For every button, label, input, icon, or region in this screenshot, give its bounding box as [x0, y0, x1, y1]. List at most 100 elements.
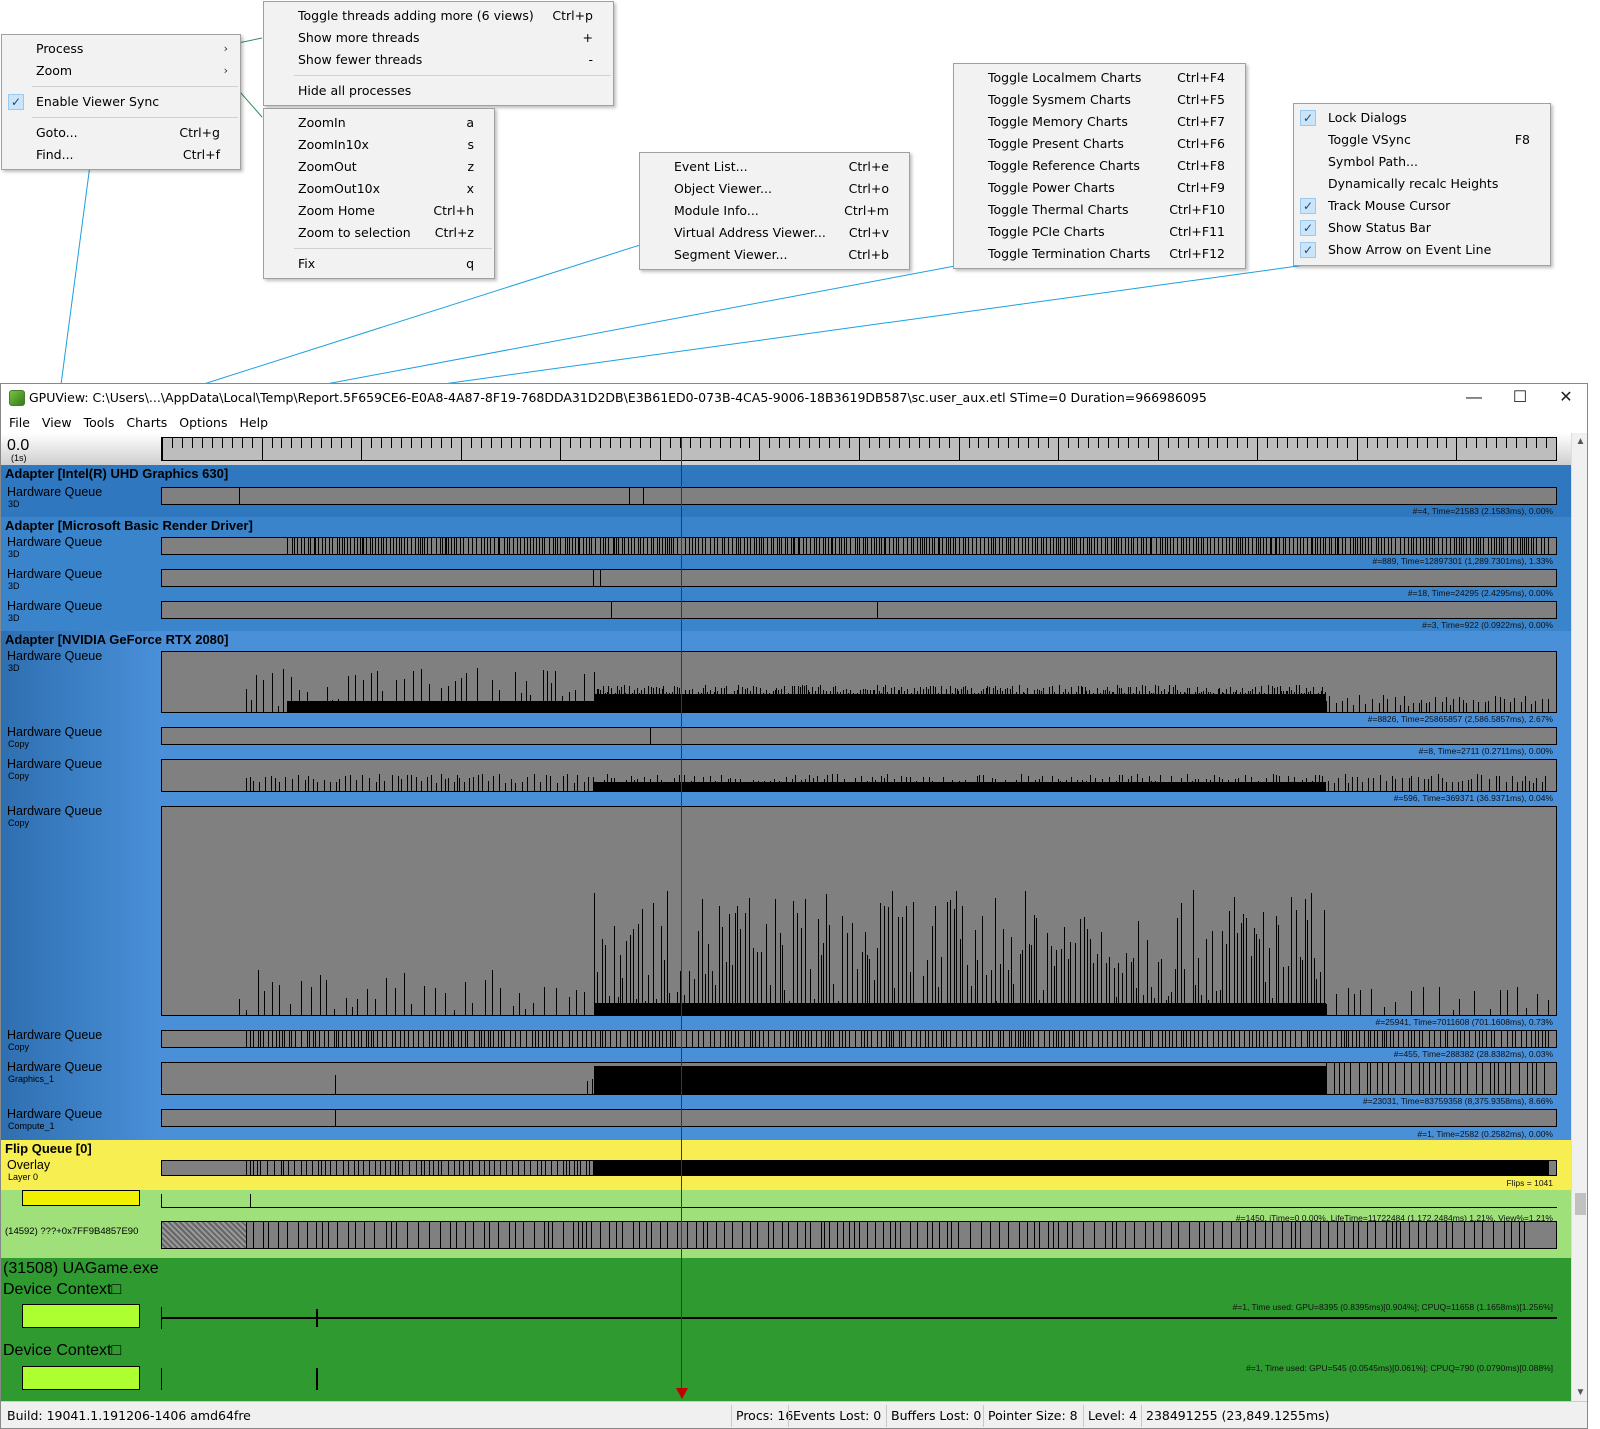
queue-track[interactable]: [161, 806, 1557, 1016]
event-mark: [463, 1161, 465, 1175]
timeline-view[interactable]: 0.0 (1s) Adapter [Intel(R) UHD Graphics …: [1, 433, 1571, 1401]
menu-item-module-info[interactable]: Module Info... Ctrl+m: [640, 200, 909, 222]
event-mark: [584, 673, 586, 712]
device-context-timeline[interactable]: [161, 1309, 1557, 1327]
thread-track[interactable]: [161, 1221, 1557, 1249]
menu-item-track-mouse-cursor[interactable]: ✓ Track Mouse Cursor: [1294, 195, 1550, 217]
event-mark: [859, 1222, 861, 1248]
queue-track[interactable]: [161, 1109, 1557, 1127]
scrollbar-thumb[interactable]: [1575, 1193, 1586, 1215]
event-mark: [1049, 1031, 1051, 1047]
ruler-tick: [1187, 438, 1189, 448]
menu-item-zoomout[interactable]: ZoomOut z: [264, 156, 494, 178]
menu-item-shortcut: Ctrl+m: [844, 203, 889, 218]
menu-item-label: Dynamically recalc Heights: [1328, 176, 1499, 191]
menu-item-zoom[interactable]: Zoom ›: [2, 60, 240, 82]
event-mark: [659, 1031, 661, 1047]
event-mark: [385, 1222, 387, 1248]
menu-item-event-list[interactable]: Event List... Ctrl+e: [640, 156, 909, 178]
queue-track[interactable]: [161, 601, 1557, 619]
event-mark: [1436, 1222, 1438, 1248]
menu-item-toggle-present-charts[interactable]: Toggle Present Charts Ctrl+F6: [954, 133, 1245, 155]
queue-type: Copy: [8, 739, 30, 749]
menu-item-toggle-reference-charts[interactable]: Toggle Reference Charts Ctrl+F8: [954, 155, 1245, 177]
menu-item-zoom-home[interactable]: Zoom Home Ctrl+h: [264, 200, 494, 222]
time-ruler[interactable]: 0.0 (1s): [1, 433, 1571, 465]
queue-track[interactable]: [161, 1030, 1557, 1048]
queue-track[interactable]: [161, 569, 1557, 587]
event-mark: [609, 1222, 611, 1248]
menu-item-hide-all-processes[interactable]: Hide all processes: [264, 80, 613, 102]
event-mark: [1124, 538, 1126, 554]
menu-item-goto[interactable]: Goto... Ctrl+g: [2, 122, 240, 144]
event-mark: [577, 1222, 579, 1248]
menu-item-show-fewer-threads[interactable]: Show fewer threads -: [264, 49, 613, 71]
menu-item-toggle-thermal-charts[interactable]: Toggle Thermal Charts Ctrl+F10: [954, 199, 1245, 221]
event-mark: [1341, 538, 1343, 554]
menu-item-show-arrow-on-event-line[interactable]: ✓ Show Arrow on Event Line: [1294, 239, 1550, 261]
queue-track[interactable]: [161, 651, 1557, 713]
event-mark: [1373, 778, 1375, 791]
menu-item-find[interactable]: Find... Ctrl+f: [2, 144, 240, 166]
menu-item-zoomin10x[interactable]: ZoomIn10x s: [264, 134, 494, 156]
menu-item-fix[interactable]: Fix q: [264, 253, 494, 275]
event-mark: [719, 905, 721, 1015]
menu-item-toggle-termination-charts[interactable]: Toggle Termination Charts Ctrl+F12: [954, 243, 1245, 265]
menu-item-toggle-vsync[interactable]: Toggle VSync F8: [1294, 129, 1550, 151]
event-mark: [1242, 913, 1244, 1015]
event-mark: [401, 538, 403, 554]
menu-item-symbol-path[interactable]: Symbol Path...: [1294, 151, 1550, 173]
event-mark: [1086, 538, 1088, 554]
menu-item-virtual-address-viewer[interactable]: Virtual Address Viewer... Ctrl+v: [640, 222, 909, 244]
event-mark: [593, 777, 595, 791]
menubar-help[interactable]: Help: [239, 414, 269, 430]
close-button[interactable]: ✕: [1559, 389, 1573, 406]
menu-item-zoomout10x[interactable]: ZoomOut10x x: [264, 178, 494, 200]
event-mark: [1289, 538, 1291, 554]
menu-item-toggle-sysmem-charts[interactable]: Toggle Sysmem Charts Ctrl+F5: [954, 89, 1245, 111]
menu-item-toggle-power-charts[interactable]: Toggle Power Charts Ctrl+F9: [954, 177, 1245, 199]
menu-item-lock-dialogs[interactable]: ✓ Lock Dialogs: [1294, 107, 1550, 129]
event-mark: [1459, 1031, 1461, 1047]
queue-type: 3D: [8, 663, 20, 673]
menu-item-zoom-to-selection[interactable]: Zoom to selection Ctrl+z: [264, 222, 494, 244]
event-mark: [392, 538, 394, 554]
menu-item-enable-viewer-sync[interactable]: ✓ Enable Viewer Sync: [2, 91, 240, 113]
overlay-track[interactable]: [161, 1160, 1557, 1176]
menubar-charts[interactable]: Charts: [126, 414, 168, 430]
queue-track[interactable]: [161, 727, 1557, 745]
event-mark: [1067, 538, 1069, 554]
menubar-tools[interactable]: Tools: [83, 414, 115, 430]
queue-track[interactable]: [161, 537, 1557, 555]
menu-item-object-viewer[interactable]: Object Viewer... Ctrl+o: [640, 178, 909, 200]
queue-track[interactable]: [161, 759, 1557, 792]
menubar-view[interactable]: View: [41, 414, 72, 430]
event-mark: [1083, 1222, 1085, 1248]
menubar-options[interactable]: Options: [179, 414, 228, 430]
event-mark: [1413, 1031, 1415, 1047]
menu-item-label: Toggle Sysmem Charts: [988, 92, 1131, 107]
menu-item-toggle-memory-charts[interactable]: Toggle Memory Charts Ctrl+F7: [954, 111, 1245, 133]
menu-item-dynamically-recalc-heights[interactable]: Dynamically recalc Heights: [1294, 173, 1550, 195]
queue-track[interactable]: [161, 1062, 1557, 1095]
menu-item-toggle-localmem-charts[interactable]: Toggle Localmem Charts Ctrl+F4: [954, 67, 1245, 89]
menu-item-toggle-pcie-charts[interactable]: Toggle PCIe Charts Ctrl+F11: [954, 221, 1245, 243]
event-mark: [380, 538, 382, 554]
menubar-file[interactable]: File: [9, 414, 30, 430]
menu-item-show-more-threads[interactable]: Show more threads +: [264, 27, 613, 49]
event-mark: [1462, 538, 1464, 554]
minimize-button[interactable]: —: [1466, 389, 1482, 406]
cursor-line[interactable]: [681, 438, 682, 1391]
menu-item-show-status-bar[interactable]: ✓ Show Status Bar: [1294, 217, 1550, 239]
maximize-button[interactable]: ☐: [1512, 389, 1528, 406]
queue-track[interactable]: [161, 487, 1557, 505]
ruler-tick: [1336, 438, 1338, 448]
event-mark: [698, 538, 700, 554]
menu-item-segment-viewer[interactable]: Segment Viewer... Ctrl+b: [640, 244, 909, 266]
menu-item-zoomin[interactable]: ZoomIn a: [264, 112, 494, 134]
vertical-scrollbar[interactable]: ▲ ▼: [1571, 433, 1587, 1401]
menu-item-process[interactable]: Process ›: [2, 38, 240, 60]
scroll-up-icon[interactable]: ▲: [1575, 436, 1586, 447]
scroll-down-icon[interactable]: ▼: [1575, 1387, 1586, 1398]
menu-item-toggle-threads[interactable]: Toggle threads adding more (6 views) Ctrl…: [264, 5, 613, 27]
